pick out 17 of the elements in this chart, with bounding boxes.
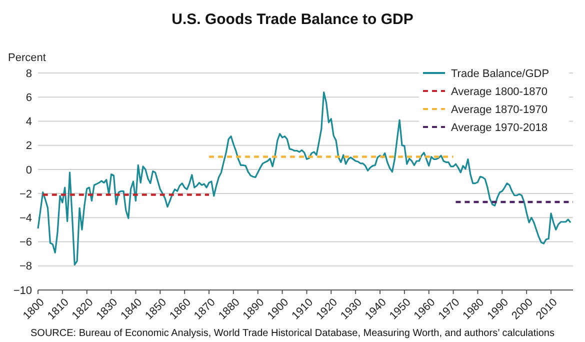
y-tick-label: −2 <box>19 188 32 200</box>
y-tick-label: −4 <box>19 212 32 225</box>
y-tick-label: −8 <box>19 260 32 273</box>
y-axis-title: Percent <box>8 52 46 64</box>
legend-label: Average 1800-1870 <box>451 86 548 98</box>
y-tick-label: 0 <box>26 164 32 176</box>
y-tick-label: 4 <box>26 116 32 128</box>
y-tick-label: 8 <box>26 68 32 80</box>
y-tick-label: −10 <box>13 284 32 297</box>
source-note: SOURCE: Bureau of Economic Analysis, World Trade Historical Database, Measuring Worth, and authors’ calculations <box>30 328 554 339</box>
legend-label: Average 1870-1970 <box>451 104 548 116</box>
legend-label: Average 1970-2018 <box>451 122 548 134</box>
chart-title: U.S. Goods Trade Balance to GDP <box>172 11 414 28</box>
y-tick-label: −6 <box>19 236 32 249</box>
y-tick-label: 6 <box>26 92 32 104</box>
legend-label: Trade Balance/GDP <box>451 68 550 80</box>
y-tick-label: 2 <box>26 140 32 152</box>
